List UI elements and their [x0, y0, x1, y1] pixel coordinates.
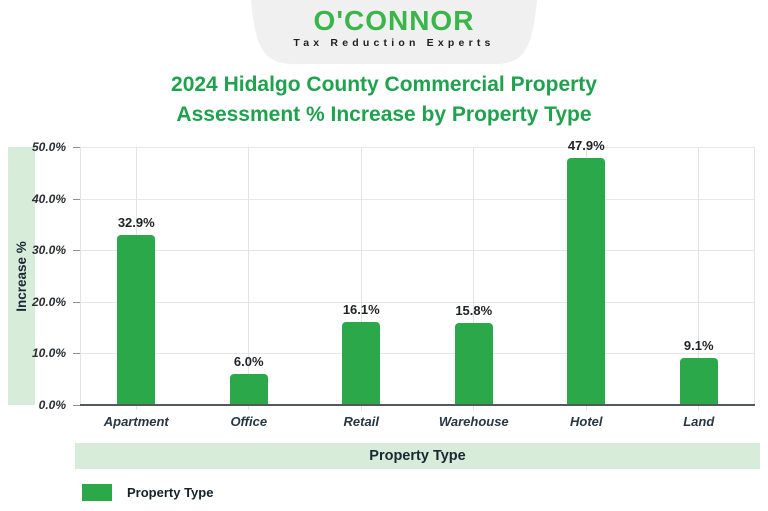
- bar-warehouse[interactable]: [454, 323, 493, 405]
- logo-tagline: Tax Reduction Experts: [293, 37, 495, 49]
- bar-retail[interactable]: [342, 321, 381, 405]
- x-axis-title: Property Type: [369, 448, 466, 464]
- plot-area: 32.9% 6.0% 16.1% 15.8% 47.9% 9.1%: [73, 138, 755, 410]
- bar-office[interactable]: [229, 374, 268, 405]
- logo: O'CONNOR Tax Reduction Experts: [249, 5, 539, 50]
- logo-wordmark: O'CONNOR: [313, 5, 475, 36]
- chart-title-line1: 2024 Hidalgo County Commercial Property: [171, 73, 597, 96]
- v-gridline: [698, 147, 700, 410]
- y-axis-tick-label: 30.0%: [31, 243, 66, 258]
- x-category-label-retail: Retail: [343, 414, 379, 429]
- y-axis-tick-label: 50.0%: [31, 140, 66, 154]
- legend-label: Property Type: [127, 485, 214, 500]
- bar-land[interactable]: [679, 358, 718, 405]
- x-category-label-warehouse: Warehouse: [438, 414, 509, 429]
- y-axis-tick-mark: [73, 147, 80, 148]
- v-gridline: [248, 147, 250, 410]
- plot-left-border: [80, 147, 81, 405]
- y-axis-tick-mark: [73, 353, 80, 355]
- legend[interactable]: Property Type: [82, 484, 213, 501]
- y-axis-tick-label: 40.0%: [31, 191, 66, 206]
- h-gridline: [80, 301, 755, 303]
- h-gridline: [80, 198, 755, 200]
- x-category-label-hotel: Hotel: [570, 414, 603, 429]
- x-category-label-office: Office: [230, 414, 268, 429]
- h-gridline: [80, 353, 755, 355]
- chart-title-line2: Assessment % Increase by Property Type: [176, 103, 592, 126]
- logo-badge: O'CONNOR Tax Reduction Experts: [249, 0, 539, 65]
- y-axis-tick-labels: 0.0% 10.0% 20.0% 30.0% 40.0% 50.0%: [0, 140, 74, 412]
- h-gridline: [80, 147, 755, 148]
- bar-value-label: 15.8%: [455, 303, 493, 319]
- y-axis-tick-mark: [73, 198, 80, 200]
- legend-swatch: [82, 484, 112, 501]
- bar-value-label: 32.9%: [117, 215, 155, 231]
- bar-apartment[interactable]: [117, 235, 156, 405]
- bar-value-label: 9.1%: [683, 338, 714, 354]
- y-axis-tick-label: 20.0%: [31, 294, 66, 309]
- x-axis-category-labels: Apartment Office Retail Warehouse Hotel Land: [80, 414, 755, 434]
- x-axis-title-band: Property Type: [75, 443, 760, 469]
- plot-right-border: [754, 147, 755, 405]
- y-axis-tick-mark: [73, 405, 80, 406]
- x-category-label-land: Land: [683, 414, 715, 429]
- v-gridline: [360, 147, 362, 410]
- chart-title: 2024 Hidalgo County Commercial Property …: [0, 70, 768, 130]
- bar-value-label: 16.1%: [342, 301, 380, 317]
- h-gridline: [80, 250, 755, 252]
- logo-badge-shape: [251, 0, 537, 64]
- x-axis-line: [80, 404, 755, 406]
- x-category-label-apartment: Apartment: [103, 414, 169, 429]
- y-axis-tick-mark: [73, 250, 80, 252]
- y-axis-tick-label: 10.0%: [31, 346, 66, 361]
- bar-value-label: 47.9%: [567, 137, 605, 153]
- bar-hotel[interactable]: [567, 157, 606, 405]
- y-axis-title-band: Increase %: [8, 147, 35, 405]
- y-axis-tick-label: 0.0%: [38, 398, 66, 412]
- bar-value-label: 6.0%: [233, 354, 264, 370]
- y-axis-tick-mark: [73, 301, 80, 303]
- v-gridline: [473, 147, 475, 410]
